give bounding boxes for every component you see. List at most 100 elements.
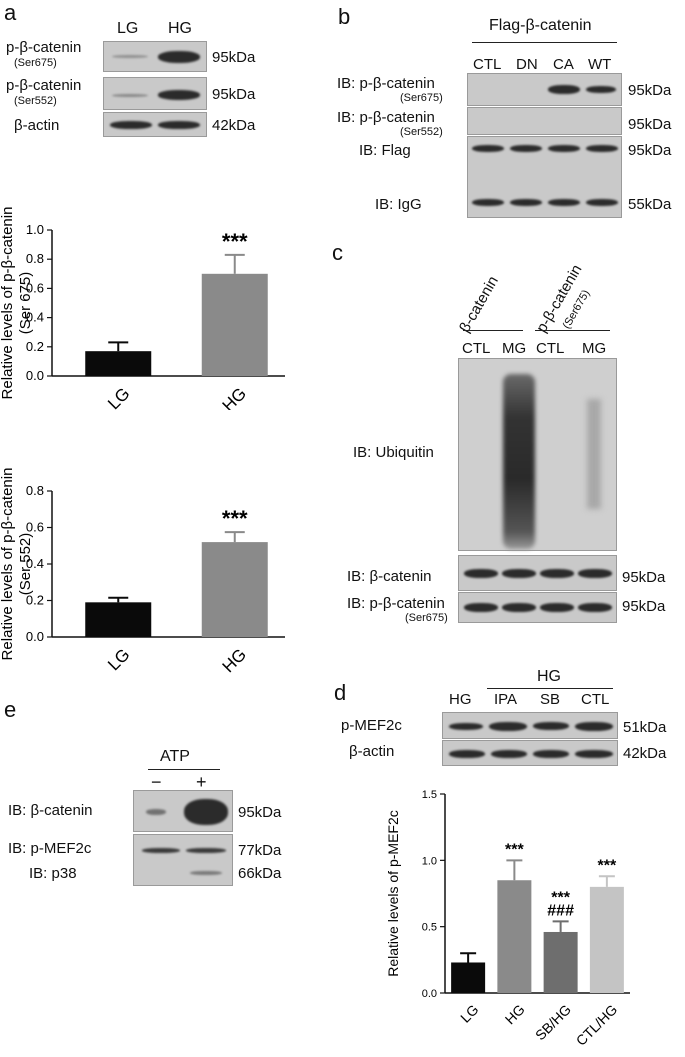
bar <box>451 962 486 993</box>
x-tick-label: SB/HG <box>532 1001 574 1043</box>
significance-label: *** <box>598 857 617 874</box>
group-label: β-catenin <box>456 273 502 336</box>
chart-d: 0.0 0.5 1.0 1.5 Relative levels of p-MEF2c LG… <box>385 789 630 1049</box>
blot-mw-label: 95kDa <box>238 804 282 821</box>
blot-row-label: IB: β-catenin <box>8 802 93 819</box>
blot-strip <box>133 834 233 886</box>
blot-row-label: IB: p-β-catenin <box>347 595 445 612</box>
y-tick-label: 0.2 <box>26 339 44 354</box>
x-tick-label: LG <box>104 384 133 410</box>
blot-row-label: IB: p-MEF2c <box>8 840 92 857</box>
y-tick-label: 0.4 <box>26 310 44 325</box>
blot-mw-label: 66kDa <box>238 865 282 882</box>
significance-label: *** <box>222 229 248 254</box>
blot-strip <box>442 740 618 766</box>
lane-label: HG <box>168 20 192 37</box>
blot-strip <box>467 73 622 106</box>
blot-header: Flag-β-catenin <box>489 17 592 34</box>
panel-label-a: a <box>4 0 17 25</box>
blot-row-sublabel: (Ser675) <box>14 57 57 69</box>
bar <box>497 880 532 993</box>
lane-label: CA <box>553 56 574 73</box>
blot-row-label: IB: IgG <box>375 196 422 213</box>
bar <box>85 351 152 376</box>
blot-row-label: IB: β-catenin <box>347 568 432 585</box>
panel-label-b: b <box>338 4 351 29</box>
blot-strip <box>442 712 618 739</box>
blot-header: ATP <box>160 748 190 765</box>
blot-mw-label: 95kDa <box>622 598 666 615</box>
blot-strip <box>103 112 207 137</box>
significance-label: *** <box>505 841 524 858</box>
y-tick-label: 0.5 <box>422 922 437 934</box>
lane-label: MG <box>502 340 527 357</box>
bar <box>201 542 268 637</box>
lane-label: CTL <box>536 340 565 357</box>
bar <box>85 602 152 637</box>
lane-label: WT <box>588 56 612 73</box>
blot-mw-label: 51kDa <box>623 719 667 736</box>
blot-mw-label: 95kDa <box>628 116 672 133</box>
blot-strip <box>103 41 207 72</box>
blot-strip <box>103 77 207 110</box>
chart-a1: 0.0 0.2 0.4 0.6 0.8 1.0 Relative levels of p-β… <box>0 207 285 410</box>
lane-label: CTL <box>473 56 502 73</box>
lane-label: HG <box>449 691 472 708</box>
lane-label: − <box>151 772 162 792</box>
blot-strip <box>467 107 622 135</box>
blot-mw-label: 42kDa <box>212 117 256 134</box>
x-tick-label: HG <box>502 1001 528 1027</box>
blot-row-label: β-actin <box>349 743 395 760</box>
y-axis-label: Relative levels of p-β-catenin <box>0 207 16 400</box>
panel-label-d: d <box>334 680 347 705</box>
blot-strip <box>467 136 622 218</box>
y-tick-label: 1.0 <box>422 855 437 867</box>
x-tick-label: LG <box>457 1001 482 1026</box>
y-axis-label: Relative levels of p-β-catenin <box>0 468 16 661</box>
y-axis-label: (Ser 552) <box>17 533 34 596</box>
blot-row-sublabel: (Ser552) <box>400 126 443 138</box>
blot-row-label: IB: p-β-catenin <box>337 75 435 92</box>
blot-mw-label: 95kDa <box>628 142 672 159</box>
bar <box>543 931 578 993</box>
blot-row-label: IB: Flag <box>359 142 411 159</box>
x-tick-label: HG <box>219 645 250 676</box>
blot-mw-label: 95kDa <box>622 569 666 586</box>
y-tick-label: 0.4 <box>26 556 44 571</box>
blot-strip <box>458 592 617 623</box>
blot-strip <box>458 358 617 551</box>
lane-label: IPA <box>494 691 518 708</box>
significance-label: *** <box>222 506 248 531</box>
blot-strip <box>458 555 617 591</box>
lane-label: CTL <box>462 340 491 357</box>
y-tick-label: 1.5 <box>422 789 437 801</box>
blot-row-label: β-actin <box>14 117 60 134</box>
significance-label: ### <box>547 902 574 919</box>
y-tick-label: 0.8 <box>26 483 44 498</box>
blot-row-label: p-β-catenin <box>6 77 82 94</box>
blot-strip <box>133 790 233 832</box>
y-tick-label: 1.0 <box>26 222 44 237</box>
y-tick-label: 0.8 <box>26 251 44 266</box>
blot-mw-label: 55kDa <box>628 196 672 213</box>
blot-mw-label: 95kDa <box>212 49 256 66</box>
y-tick-label: 0.6 <box>26 280 44 295</box>
lane-label: DN <box>516 56 538 73</box>
blot-row-label: IB: p38 <box>29 865 77 882</box>
blot-row-sublabel: (Ser675) <box>405 612 448 624</box>
blot-row-label: IB: p-β-catenin <box>337 109 435 126</box>
lane-label: MG <box>582 340 607 357</box>
y-tick-label: 0.6 <box>26 520 44 535</box>
blot-row-label: IB: Ubiquitin <box>353 444 434 461</box>
significance-label: *** <box>551 890 570 907</box>
blot-mw-label: 77kDa <box>238 842 282 859</box>
blot-row-label: p-MEF2c <box>341 717 402 734</box>
y-tick-label: 0.0 <box>26 629 44 644</box>
y-tick-label: 0.2 <box>26 593 44 608</box>
y-axis-label: Relative levels of p-MEF2c <box>385 810 401 977</box>
lane-label: SB <box>540 691 561 708</box>
x-tick-label: CTL/HG <box>573 1001 621 1049</box>
panel-label-e: e <box>4 697 17 722</box>
blot-header: HG <box>537 668 561 685</box>
blot-row-sublabel: (Ser675) <box>400 92 443 104</box>
